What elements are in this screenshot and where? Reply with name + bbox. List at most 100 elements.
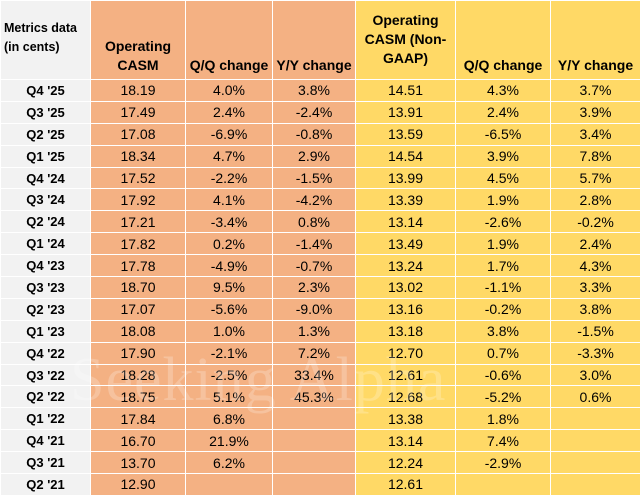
row-label: Q4 '24 [1, 167, 91, 189]
cell: -9.0% [273, 298, 356, 320]
cell: 13.24 [356, 255, 456, 277]
cell: 17.07 [91, 298, 186, 320]
cell: -4.2% [273, 189, 356, 211]
cell: 12.90 [91, 474, 186, 496]
cell: 17.82 [91, 233, 186, 255]
cell: 5.1% [186, 386, 273, 408]
row-label: Q3 '22 [1, 364, 91, 386]
cell: 17.52 [91, 167, 186, 189]
cell: 17.49 [91, 101, 186, 123]
column-header: Metrics data (in cents) [1, 1, 91, 80]
cell: 13.18 [356, 320, 456, 342]
cell: -0.2% [456, 298, 551, 320]
cell: -5.2% [456, 386, 551, 408]
cell: -2.9% [456, 452, 551, 474]
page: {"table": { "header": ["Metrics data (in… [0, 0, 640, 482]
cell: -3.4% [186, 211, 273, 233]
cell: 12.70 [356, 342, 456, 364]
cell: 12.61 [356, 364, 456, 386]
cell [551, 430, 640, 452]
cell: 7.8% [551, 145, 640, 167]
row-label: Q1 '24 [1, 233, 91, 255]
cell: -1.4% [273, 233, 356, 255]
row-label: Q3 '24 [1, 189, 91, 211]
cell: 18.08 [91, 320, 186, 342]
cell: 18.70 [91, 277, 186, 299]
cell: 13.16 [356, 298, 456, 320]
cell [273, 474, 356, 496]
cell: 5.7% [551, 167, 640, 189]
cell: 13.99 [356, 167, 456, 189]
cell: 16.70 [91, 430, 186, 452]
row-label: Q1 '22 [1, 408, 91, 430]
cell: -0.7% [273, 255, 356, 277]
row-label: Q4 '23 [1, 255, 91, 277]
cell: -0.8% [273, 123, 356, 145]
cell [551, 452, 640, 474]
cell: 3.8% [273, 80, 356, 102]
cell: 13.91 [356, 101, 456, 123]
row-label: Q2 '23 [1, 298, 91, 320]
cell: 0.6% [551, 386, 640, 408]
row-label: Q3 '25 [1, 101, 91, 123]
cell [551, 408, 640, 430]
cell: -3.3% [551, 342, 640, 364]
cell: 14.54 [356, 145, 456, 167]
cell: 13.39 [356, 189, 456, 211]
row-label: Q4 '21 [1, 430, 91, 452]
row-label: Q2 '25 [1, 123, 91, 145]
cell: -0.6% [456, 364, 551, 386]
cell: 18.75 [91, 386, 186, 408]
cell: 0.8% [273, 211, 356, 233]
cell [186, 474, 273, 496]
cell: 3.7% [551, 80, 640, 102]
cell: 0.2% [186, 233, 273, 255]
cell: -2.4% [273, 101, 356, 123]
row-label: Q2 '21 [1, 474, 91, 496]
cell: 2.4% [456, 101, 551, 123]
cell: 13.14 [356, 430, 456, 452]
cell: 18.19 [91, 80, 186, 102]
cell: 0.7% [456, 342, 551, 364]
cell: 17.78 [91, 255, 186, 277]
cell: 7.4% [456, 430, 551, 452]
cell: 1.3% [273, 320, 356, 342]
row-label: Q1 '23 [1, 320, 91, 342]
cell: -2.1% [186, 342, 273, 364]
column-header: Q/Q change [186, 1, 273, 80]
cell: 3.4% [551, 123, 640, 145]
cell: 1.7% [456, 255, 551, 277]
column-header: Q/Q change [456, 1, 551, 80]
cell: -1.5% [551, 320, 640, 342]
cell: 6.2% [186, 452, 273, 474]
cell [273, 408, 356, 430]
cell: 4.5% [456, 167, 551, 189]
cell: 17.92 [91, 189, 186, 211]
cell: 12.24 [356, 452, 456, 474]
cell: 3.8% [551, 298, 640, 320]
cell: 4.3% [456, 80, 551, 102]
cell: 4.0% [186, 80, 273, 102]
cell: 2.4% [551, 233, 640, 255]
cell [273, 430, 356, 452]
cell: 13.14 [356, 211, 456, 233]
cell: 4.3% [551, 255, 640, 277]
cell: 2.3% [273, 277, 356, 299]
